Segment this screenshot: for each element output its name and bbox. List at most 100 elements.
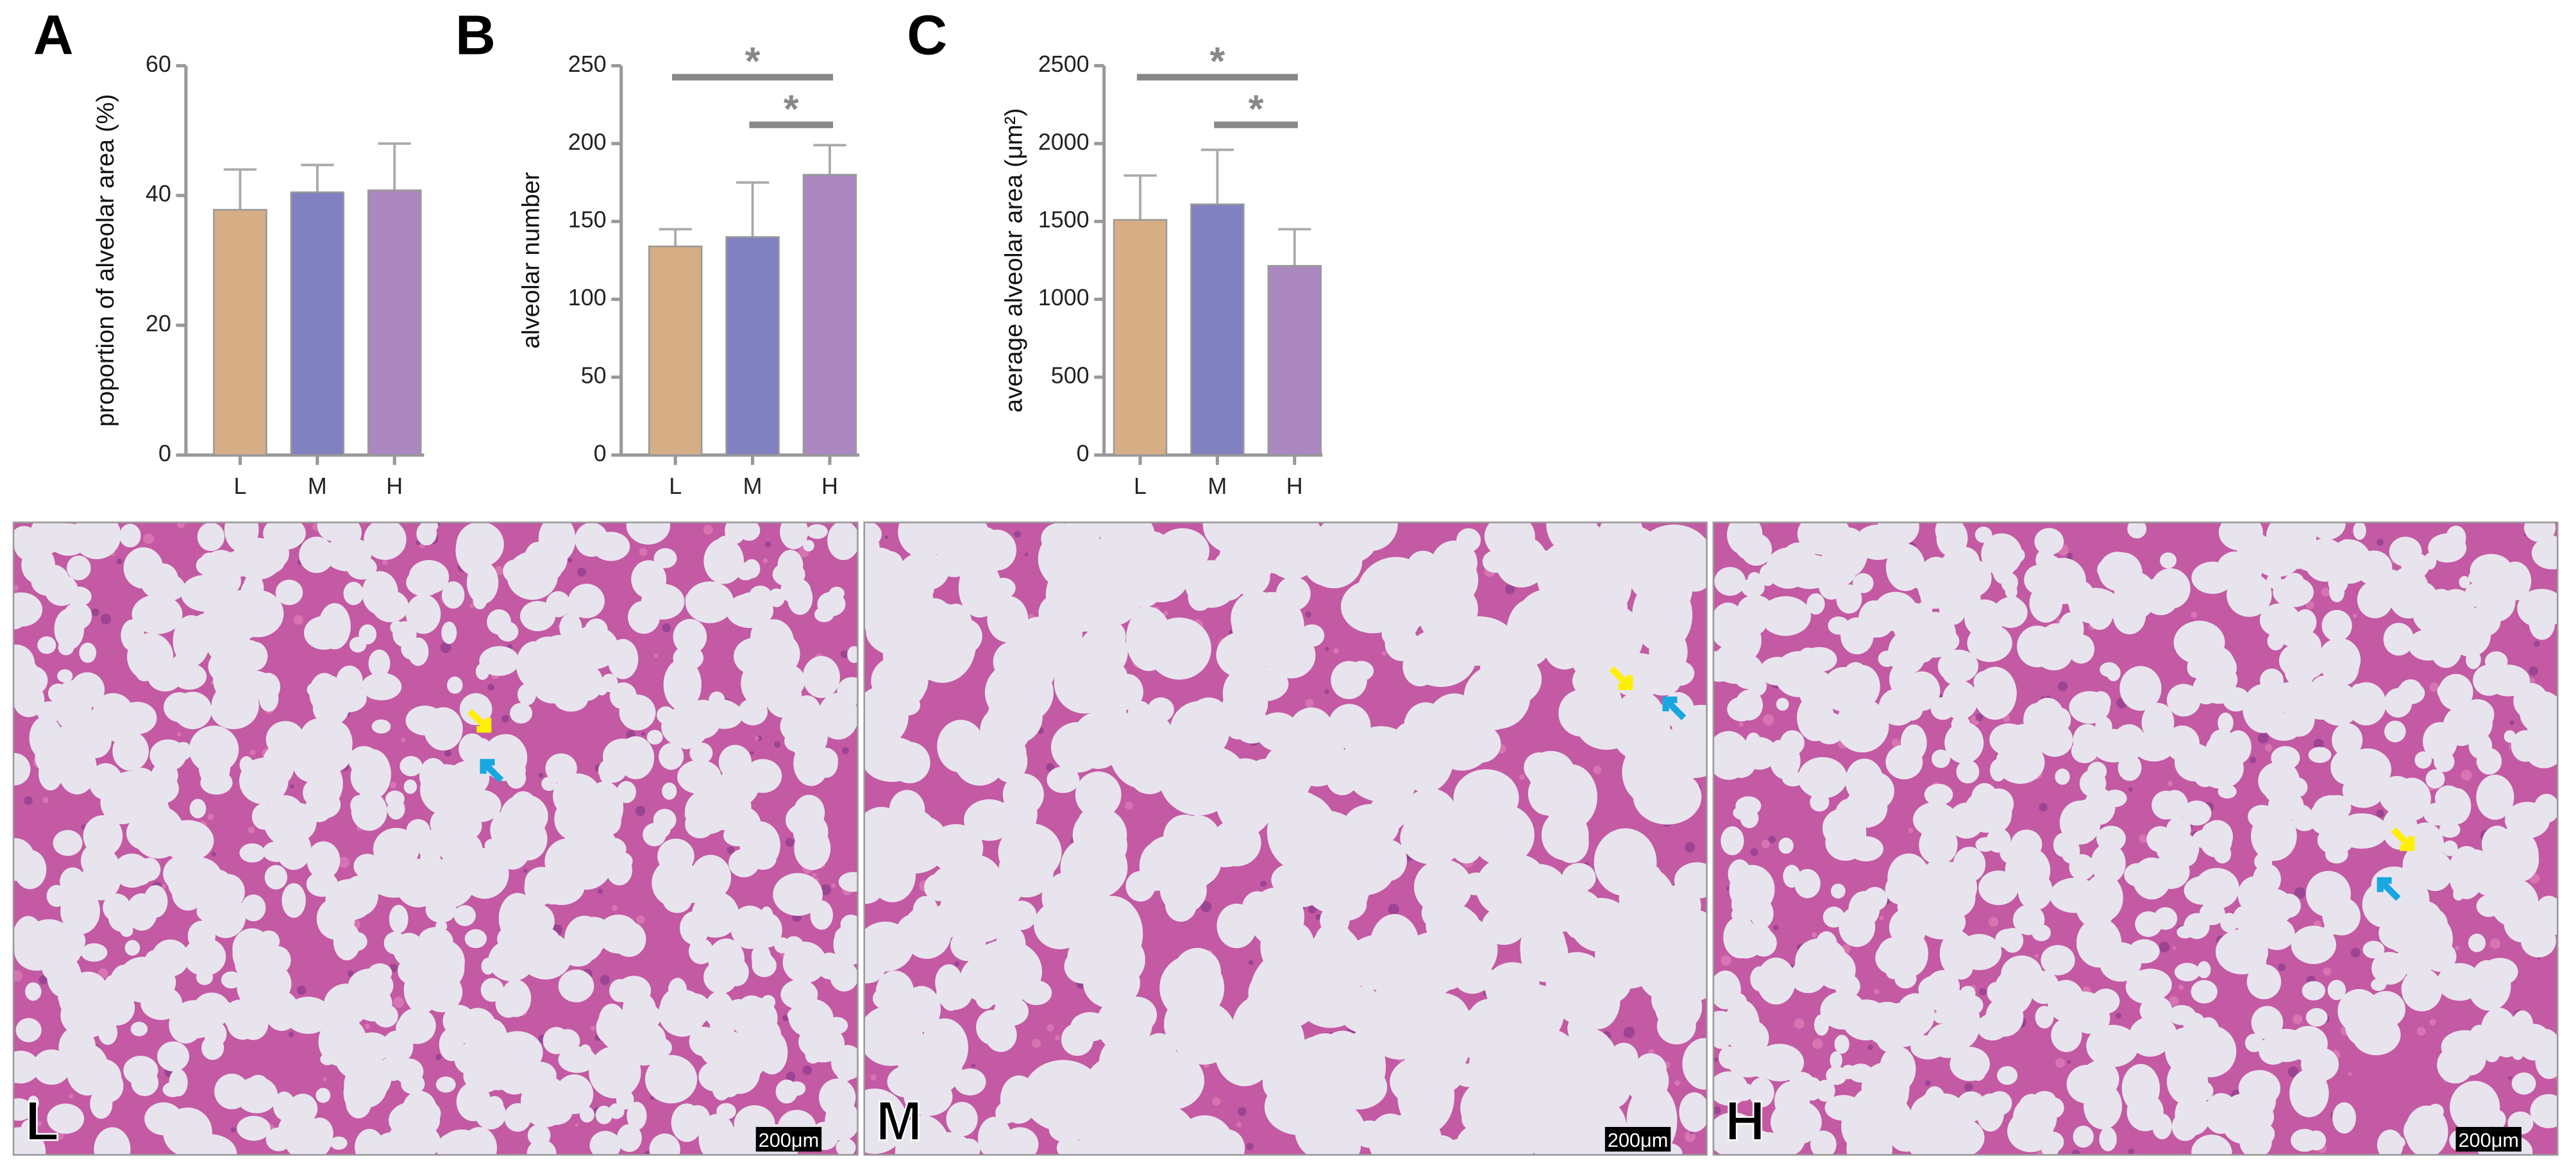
stain-dot — [177, 522, 185, 529]
alveolus — [1897, 889, 1939, 924]
alveolus — [1900, 698, 1923, 721]
stain-dot — [2257, 732, 2269, 744]
alveolus — [2489, 1110, 2506, 1130]
alveolus — [1099, 1035, 1150, 1089]
alveolus — [1227, 644, 1254, 672]
stain-dot — [1685, 842, 1696, 853]
alveolus — [2273, 577, 2314, 607]
alveolus — [1047, 766, 1080, 793]
alveolus — [1907, 602, 1923, 620]
alveolus — [780, 522, 809, 550]
alveolus — [1997, 1066, 2018, 1085]
alveolus — [787, 707, 827, 742]
alveolus — [806, 524, 828, 539]
alveolus — [2091, 874, 2119, 908]
alveolus — [90, 1088, 113, 1119]
alveolus — [1506, 599, 1554, 666]
stain-dot — [2178, 985, 2184, 990]
alveolus — [818, 693, 858, 740]
alveolus — [2038, 555, 2062, 573]
alveolus — [1826, 1066, 1847, 1085]
alveolus — [1381, 622, 1413, 647]
alveolus — [566, 600, 582, 620]
alveolus — [72, 522, 121, 559]
alveolus — [1567, 554, 1632, 619]
alveolus — [2059, 800, 2101, 845]
alveolus — [1985, 636, 2008, 659]
stain-dot — [1867, 1044, 1873, 1051]
alveolus — [2186, 1081, 2207, 1103]
alveolus — [1900, 636, 1923, 662]
alveolus — [787, 1081, 806, 1096]
alveolus — [441, 622, 457, 645]
alveolus — [834, 523, 855, 547]
alveolus — [447, 676, 463, 694]
alveolus — [1815, 931, 1837, 957]
stain-dot — [2039, 802, 2048, 812]
alveolus — [214, 1073, 249, 1110]
alveolus — [47, 1103, 85, 1134]
alveolus — [1599, 522, 1644, 550]
stain-dot — [440, 642, 451, 653]
stain-dot — [1236, 1122, 1242, 1128]
alveolus — [1810, 1130, 1837, 1155]
alveolus — [343, 582, 364, 605]
alveolus — [1747, 571, 1762, 586]
stain-dot — [644, 1151, 652, 1155]
alveolus — [2371, 952, 2408, 985]
alveolus — [2182, 800, 2212, 826]
x-tick-label: L — [1134, 473, 1147, 499]
alveolus — [2495, 862, 2521, 884]
panel-letter: B — [455, 4, 496, 66]
alveolus — [392, 621, 417, 648]
alveolus — [612, 921, 646, 957]
alveolus — [2525, 696, 2558, 745]
alveolus — [2201, 820, 2234, 854]
alveolus — [1337, 1136, 1361, 1155]
stain-dot — [2264, 743, 2273, 752]
alveolus — [2029, 584, 2063, 623]
alveolus — [2283, 702, 2315, 737]
alveolus — [1520, 926, 1569, 982]
alveolus — [1956, 759, 1980, 784]
stain-dot — [2529, 666, 2538, 676]
alveolus — [2244, 1033, 2264, 1053]
alveolus — [241, 894, 266, 922]
alveolus — [557, 672, 574, 695]
alveolus — [1926, 970, 1960, 1003]
y-tick-label: 250 — [568, 51, 607, 77]
alveolus — [2279, 623, 2301, 647]
alveolus — [1944, 722, 1984, 764]
alveolus — [1861, 605, 1894, 638]
alveolus — [703, 538, 744, 584]
alveolus — [1713, 731, 1751, 780]
stain-dot — [2417, 1027, 2426, 1036]
stain-dot — [1125, 801, 1133, 810]
alveolus — [2277, 893, 2301, 918]
stain-dot — [2055, 1058, 2066, 1068]
stain-dot — [954, 961, 960, 967]
alveolus — [1606, 928, 1632, 966]
alveolus — [2191, 645, 2235, 688]
alveolus — [2164, 725, 2200, 761]
alveolus — [2050, 877, 2100, 913]
alveolus — [2095, 716, 2112, 738]
alveolus — [1917, 556, 1955, 609]
stain-dot — [1246, 1142, 1254, 1151]
alveolus — [1288, 707, 1335, 759]
alveolus — [627, 1101, 647, 1130]
alveolus — [18, 666, 48, 695]
stain-dot — [2294, 887, 2306, 899]
alveolus — [2259, 1037, 2288, 1065]
alveolus — [1797, 757, 1848, 799]
alveolus — [1977, 793, 2012, 834]
alveolus — [2330, 749, 2364, 785]
alveolus — [738, 698, 768, 725]
alveolus — [1429, 960, 1465, 990]
alveolus — [389, 904, 408, 934]
alveolus — [350, 877, 376, 908]
alveolus — [736, 592, 764, 622]
stain-dot — [1046, 763, 1055, 772]
micrograph: H 200μm — [1712, 521, 2559, 1156]
